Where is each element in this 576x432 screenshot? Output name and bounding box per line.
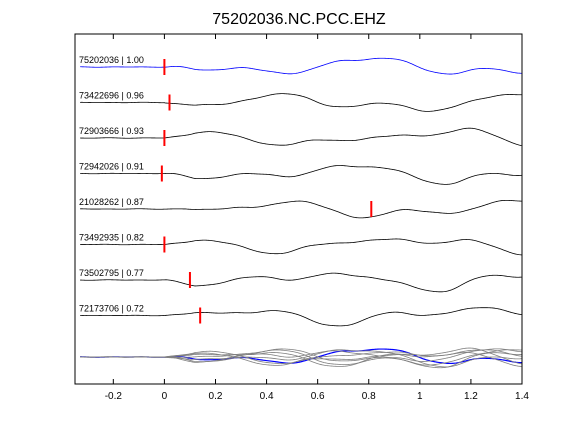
trace-waveform-21028262 xyxy=(80,199,523,219)
trace-label-21028262: 21028262 | 0.87 xyxy=(79,197,144,207)
x-tick-label: 0.2 xyxy=(209,391,223,402)
chart-title: 75202036.NC.PCC.EHZ xyxy=(212,11,386,28)
x-tick-label: 0.8 xyxy=(362,391,376,402)
x-tick-label: 1.2 xyxy=(464,391,478,402)
trace-waveform-73502795 xyxy=(80,272,523,293)
stack-trace-72173706 xyxy=(80,349,523,367)
x-tick-label: 0 xyxy=(162,391,168,402)
trace-waveform-75202036 xyxy=(80,57,523,75)
trace-waveform-73422696 xyxy=(80,93,522,112)
trace-label-72903666: 72903666 | 0.93 xyxy=(79,126,144,136)
trace-label-75202036: 75202036 | 1.00 xyxy=(79,55,144,65)
trace-label-72942026: 72942026 | 0.91 xyxy=(79,162,144,172)
trace-waveform-72173706 xyxy=(80,307,523,327)
trace-label-73502795: 73502795 | 0.77 xyxy=(79,268,144,278)
trace-label-73492935: 73492935 | 0.82 xyxy=(79,233,144,243)
x-tick-label: 1.4 xyxy=(515,391,529,402)
x-tick-label: 0.4 xyxy=(260,391,274,402)
x-tick-label: 1 xyxy=(417,391,423,402)
plot-area: 75202036 | 1.00 73422696 | 0.96 72903666 |… xyxy=(79,55,523,369)
trace-waveform-73492935 xyxy=(80,238,523,256)
trace-waveform-72942026 xyxy=(80,165,523,185)
x-tick-label: -0.2 xyxy=(105,391,123,402)
trace-waveform-72903666 xyxy=(80,127,523,147)
trace-label-73422696: 73422696 | 0.96 xyxy=(79,91,144,101)
trace-label-72173706: 72173706 | 0.72 xyxy=(79,304,144,314)
axes-frame xyxy=(74,33,523,385)
x-tick-label: 0.6 xyxy=(311,391,325,402)
x-axis: -0.2 0 0.2 0.4 0.6 0.8 1 1.2 1.4 xyxy=(105,34,529,402)
